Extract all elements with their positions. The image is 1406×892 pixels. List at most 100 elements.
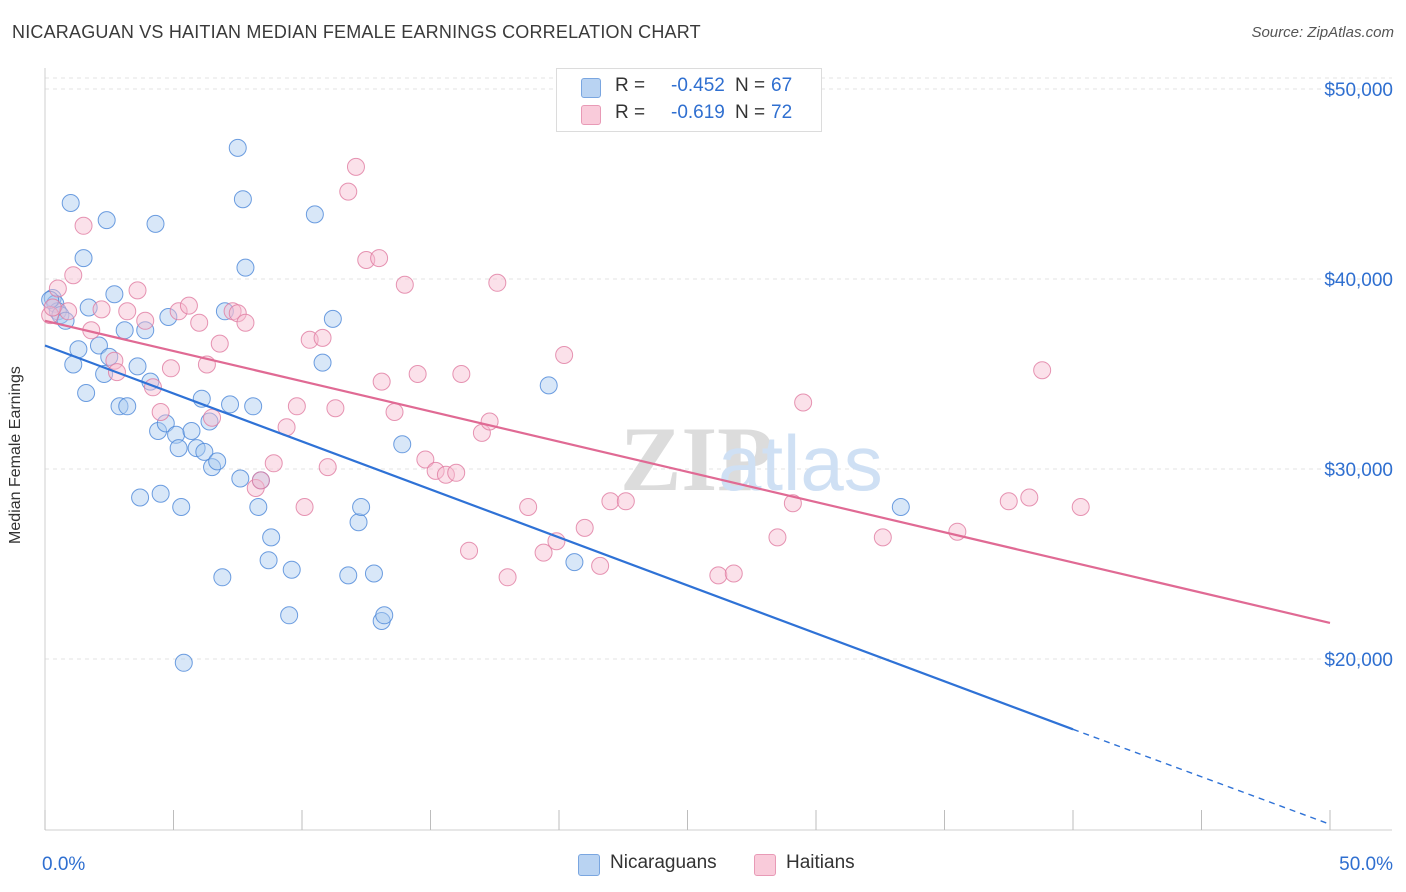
nicaraguan-point [149, 422, 168, 440]
nicaraguan-point [213, 568, 232, 587]
nicaraguan-trend-line [44, 344, 1074, 731]
y-tick-label: $50,000 [1324, 80, 1393, 101]
haitian-point [426, 461, 445, 480]
haitian-point [118, 302, 137, 321]
haitian-point [313, 328, 332, 347]
haitian-point [92, 300, 111, 319]
nicaraguan-point [115, 321, 134, 340]
trend-lines [44, 319, 1331, 825]
legend-swatch-haitians [754, 854, 776, 876]
nicaraguan-point [231, 469, 250, 488]
haitian-point [370, 249, 389, 268]
nicaraguan-point [228, 138, 247, 157]
nicaraguan-point [146, 214, 165, 233]
correlation-legend: R = -0.452 N = 67 R = -0.619 N = 72 [556, 68, 822, 132]
nicaraguan-point [74, 249, 93, 268]
haitian-point [616, 492, 635, 511]
nicaraguan-point [208, 452, 227, 471]
nicaraguan-point [364, 564, 383, 583]
tick-labels: $20,000 $30,000 $40,000 $50,000 0.0% 50.0% [42, 80, 1393, 875]
haitian-point [210, 334, 229, 353]
haitian-point [228, 304, 247, 323]
haitian-point [59, 302, 78, 321]
legend-n-value: 67 [771, 75, 793, 96]
nicaraguan-point [305, 205, 324, 224]
legend-swatch-nicaraguans [578, 854, 600, 876]
haitian-point [251, 471, 270, 490]
haitian-point [709, 566, 728, 585]
haitian-point [346, 157, 365, 176]
haitian-point [190, 313, 209, 332]
haitian-point [43, 298, 62, 317]
nicaraguan-point [891, 498, 910, 516]
nicaraguan-point [236, 258, 255, 277]
haitian-point [372, 372, 391, 391]
series-haitians [41, 157, 1090, 587]
haitian-point [601, 492, 620, 511]
haitian-point [385, 403, 404, 421]
haitian-point [1020, 488, 1039, 507]
haitian-point [169, 302, 188, 321]
haitian-point [452, 365, 471, 383]
haitian-point [395, 275, 414, 294]
haitian-point [48, 279, 67, 298]
legend-n-label: N = [735, 75, 766, 96]
haitian-point [136, 311, 155, 330]
chart-title: NICARAGUAN VS HAITIAN MEDIAN FEMALE EARN… [12, 22, 701, 42]
nicaraguan-point [61, 194, 80, 212]
haitian-point [488, 273, 507, 292]
legend-swatch-pink [581, 105, 601, 125]
nicaraguan-point [349, 513, 368, 532]
nicaraguan-point [249, 498, 268, 516]
y-tick-label: $20,000 [1324, 650, 1393, 671]
nicaraguan-point [244, 397, 263, 416]
nicaraguan-point [159, 308, 178, 326]
nicaraguan-point [203, 458, 222, 477]
haitian-point [264, 454, 283, 473]
haitian-point [1033, 361, 1052, 380]
haitian-trend-line [44, 319, 1331, 624]
haitian-point [151, 403, 170, 421]
haitian-point [498, 568, 517, 587]
nicaraguan-point [375, 606, 394, 625]
haitian-point [575, 518, 594, 537]
nicaraguan-point [131, 488, 150, 507]
haitian-point [1071, 498, 1090, 516]
nicaraguan-point [97, 211, 116, 230]
haitian-point [236, 313, 255, 332]
nicaraguan-point [169, 439, 188, 458]
nicaraguan-point [151, 484, 170, 503]
haitian-point [203, 408, 222, 427]
axes [44, 68, 1392, 831]
haitian-point [555, 346, 574, 364]
haitian-point [724, 564, 743, 583]
nicaraguan-point [118, 397, 137, 416]
nicaraguan-point [565, 553, 584, 572]
haitian-point [460, 541, 479, 560]
nicaraguan-point [136, 321, 155, 340]
nicaraguan-point [262, 528, 281, 547]
haitian-point [447, 463, 466, 482]
haitian-point [41, 306, 60, 325]
nicaraguan-point [280, 606, 299, 625]
nicaraguan-point [393, 435, 412, 454]
legend-r-value: -0.619 [671, 102, 725, 123]
haitian-point [416, 450, 435, 469]
legend-r-label: R = [615, 102, 646, 123]
nicaraguan-point [539, 376, 558, 395]
source-credit: Source: ZipAtlas.com [1251, 24, 1394, 41]
haitian-point [161, 359, 180, 378]
nicaraguan-point [352, 498, 371, 516]
y-tick-label: $30,000 [1324, 460, 1393, 481]
haitian-point [64, 266, 83, 285]
haitian-point [326, 399, 345, 418]
haitian-point [408, 365, 427, 383]
nicaraguan-point [313, 353, 332, 372]
haitian-point [999, 492, 1018, 511]
nicaraguan-point [323, 309, 342, 328]
nicaraguan-point [339, 566, 358, 585]
haitian-point [128, 281, 147, 300]
legend-r-label: R = [615, 75, 646, 96]
haitian-point [768, 528, 787, 547]
nicaraguan-point [259, 551, 278, 570]
